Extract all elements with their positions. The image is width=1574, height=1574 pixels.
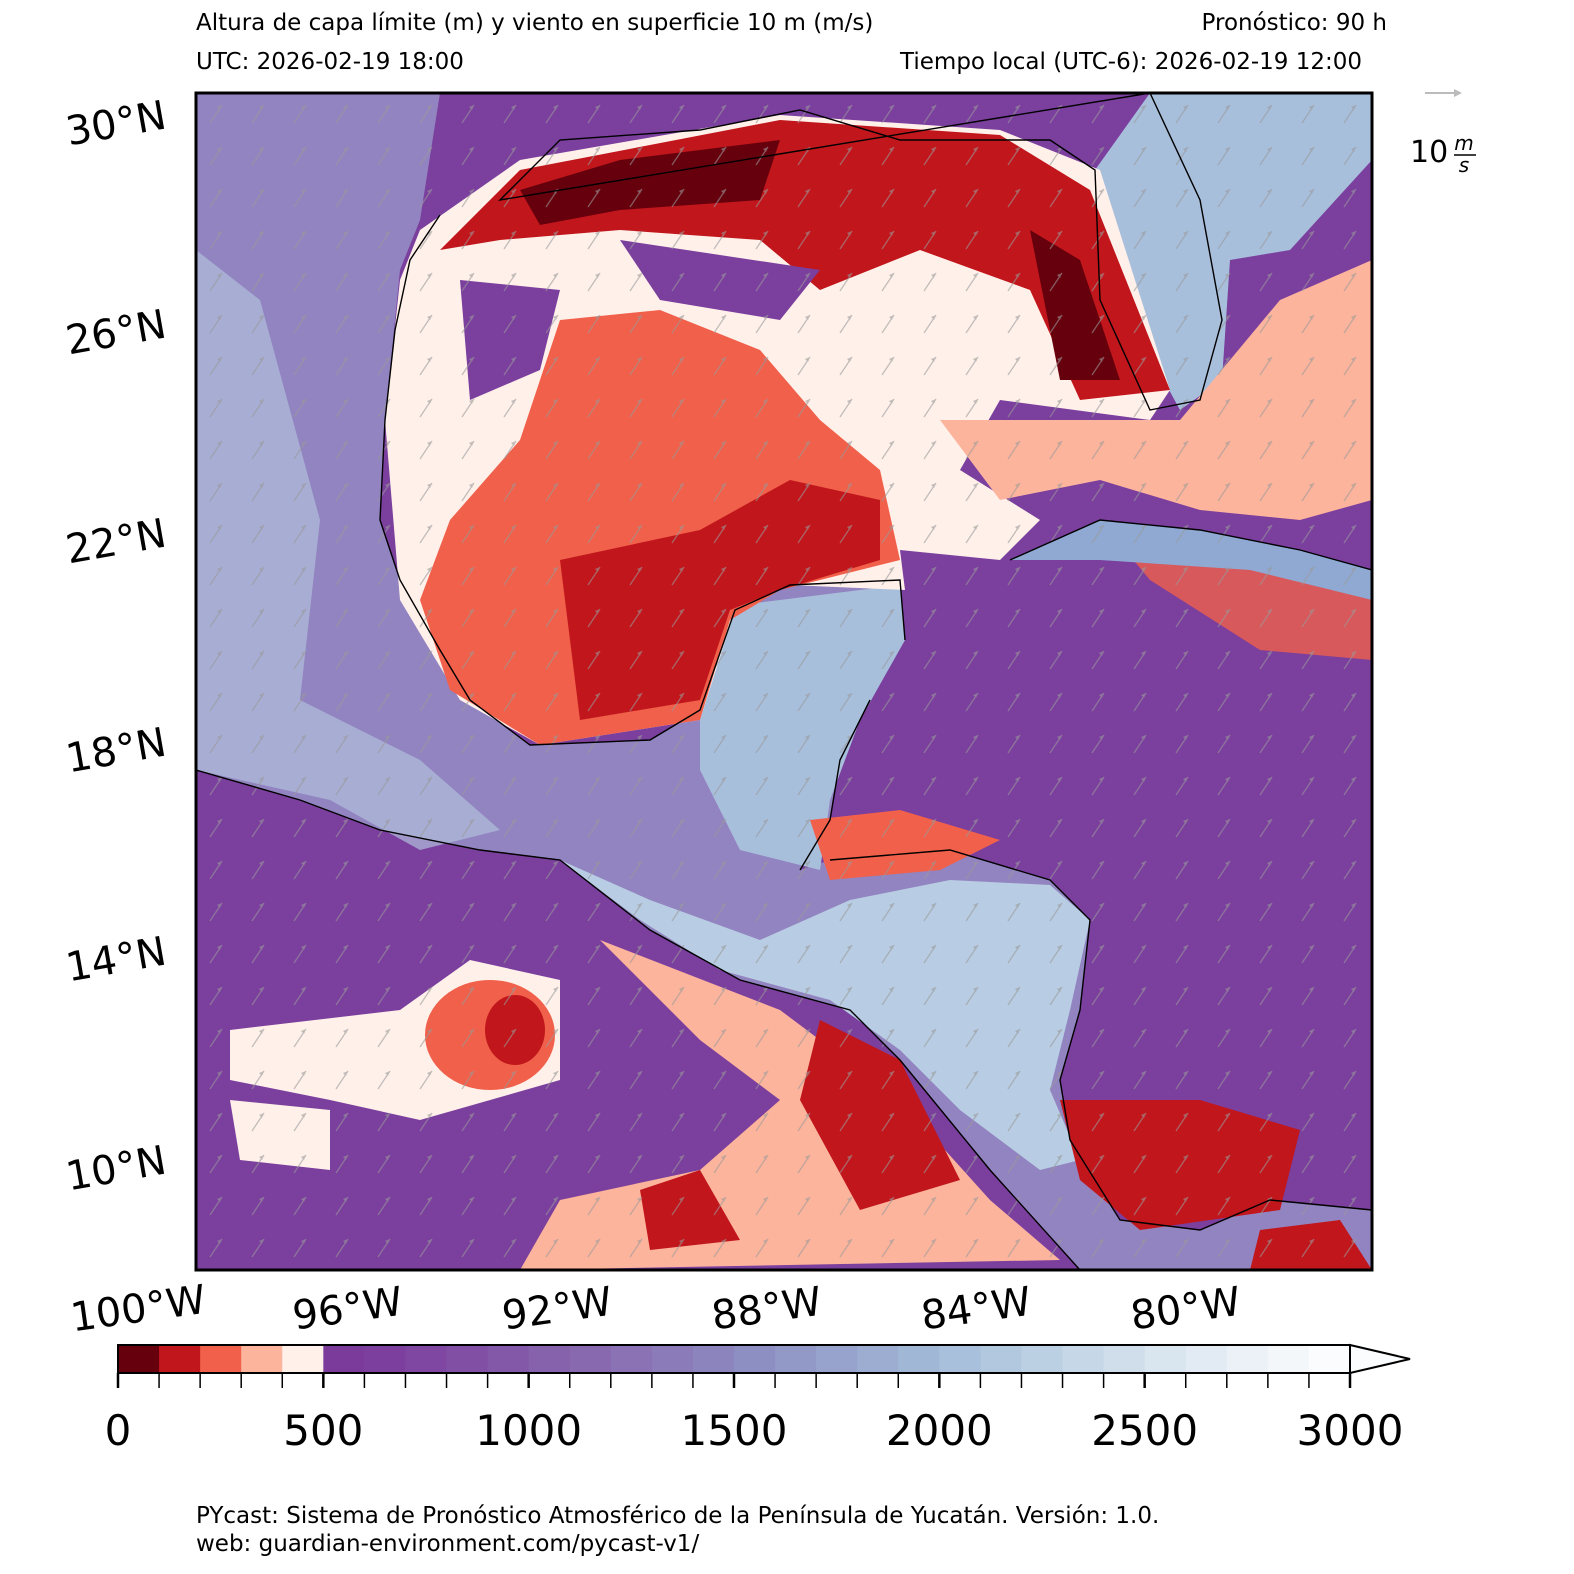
footer-line2: web: guardian-environment.com/pycast-v1/ — [196, 1531, 699, 1557]
colorbar-bin — [980, 1345, 1022, 1373]
colorbar-bin — [364, 1345, 406, 1373]
colorbar-tick-label: 1000 — [475, 1406, 582, 1455]
colorbar-tick-label: 1500 — [681, 1406, 788, 1455]
colorbar-bin — [734, 1345, 776, 1373]
colorbar-bin — [1144, 1345, 1187, 1373]
colorbar-tick-label: 2500 — [1091, 1406, 1198, 1455]
colorbar-bin — [282, 1345, 324, 1373]
forecast-hour: Pronóstico: 90 h — [1202, 10, 1387, 36]
colorbar: 0 500 1000 1500 2000 2500 3000 — [105, 1343, 1411, 1455]
lon-label: 88°W — [709, 1279, 825, 1340]
colorbar-bin — [898, 1345, 940, 1373]
lon-label: 100°W — [68, 1277, 209, 1341]
wind-vectors — [196, 93, 1372, 1270]
map-frame — [194, 91, 1374, 1272]
colorbar-bin — [159, 1345, 201, 1373]
colorbar-bin — [405, 1345, 448, 1373]
lon-labels: 100°W 96°W 92°W 88°W 84°W 80°W — [68, 1277, 1244, 1341]
coastline — [196, 93, 1372, 1270]
lat-label: 22°N — [62, 511, 169, 574]
colorbar-bin — [1103, 1345, 1146, 1373]
lat-label: 30°N — [62, 93, 169, 156]
colorbar-bin — [775, 1345, 817, 1373]
colorbar-bin — [1062, 1345, 1105, 1373]
lat-label: 26°N — [62, 302, 169, 365]
colorbar-bin — [528, 1345, 571, 1373]
lon-label: 96°W — [290, 1279, 406, 1340]
wind-key-head — [1454, 89, 1462, 97]
colorbar-bin — [200, 1345, 242, 1373]
local-time: Tiempo local (UTC-6): 2026-02-19 12:00 — [899, 49, 1362, 75]
colorbar-bin — [1021, 1345, 1064, 1373]
colorbar-tick-label: 2000 — [886, 1406, 993, 1455]
utc-time: UTC: 2026-02-19 18:00 — [196, 49, 464, 75]
colorbar-bin — [1267, 1345, 1310, 1373]
colorbar-bin — [610, 1345, 653, 1373]
footer-line1: PYcast: Sistema de Pronóstico Atmosféric… — [196, 1503, 1159, 1529]
lon-label: 84°W — [918, 1279, 1034, 1340]
colorbar-bin — [857, 1345, 899, 1373]
lat-label: 10°N — [62, 1138, 169, 1201]
colorbar-bin — [118, 1345, 160, 1373]
colorbar-bin — [1308, 1345, 1351, 1373]
lat-label: 18°N — [62, 720, 169, 783]
colorbar-extend — [1349, 1343, 1411, 1375]
lat-labels: 30°N 26°N 22°N 18°N 14°N 10°N — [62, 93, 169, 1201]
lat-label: 14°N — [62, 929, 169, 992]
colorbar-bin — [569, 1345, 612, 1373]
map — [196, 93, 1372, 1270]
colorbar-bin — [651, 1345, 694, 1373]
colorbar-bin — [323, 1345, 365, 1373]
colorbar-tick-label: 3000 — [1297, 1406, 1404, 1455]
colorbar-bin — [692, 1345, 735, 1373]
lon-label: 80°W — [1128, 1279, 1244, 1340]
colorbar-bin — [816, 1345, 858, 1373]
wind-key-unit-num: m — [1454, 131, 1473, 155]
colorbar-bin — [1226, 1345, 1269, 1373]
colorbar-bin — [241, 1345, 283, 1373]
colorbar-bin — [446, 1345, 489, 1373]
colorbar-tick-label: 500 — [283, 1406, 363, 1455]
lon-label: 92°W — [499, 1279, 615, 1340]
title: Altura de capa límite (m) y viento en su… — [196, 10, 873, 36]
wind-key-value: 10 — [1410, 135, 1448, 170]
colorbar-bin — [1185, 1345, 1228, 1373]
colorbar-bin — [487, 1345, 530, 1373]
colorbar-tick-label: 0 — [105, 1406, 132, 1455]
wind-key-unit-den: s — [1459, 153, 1469, 177]
colorbar-bin — [939, 1345, 981, 1373]
